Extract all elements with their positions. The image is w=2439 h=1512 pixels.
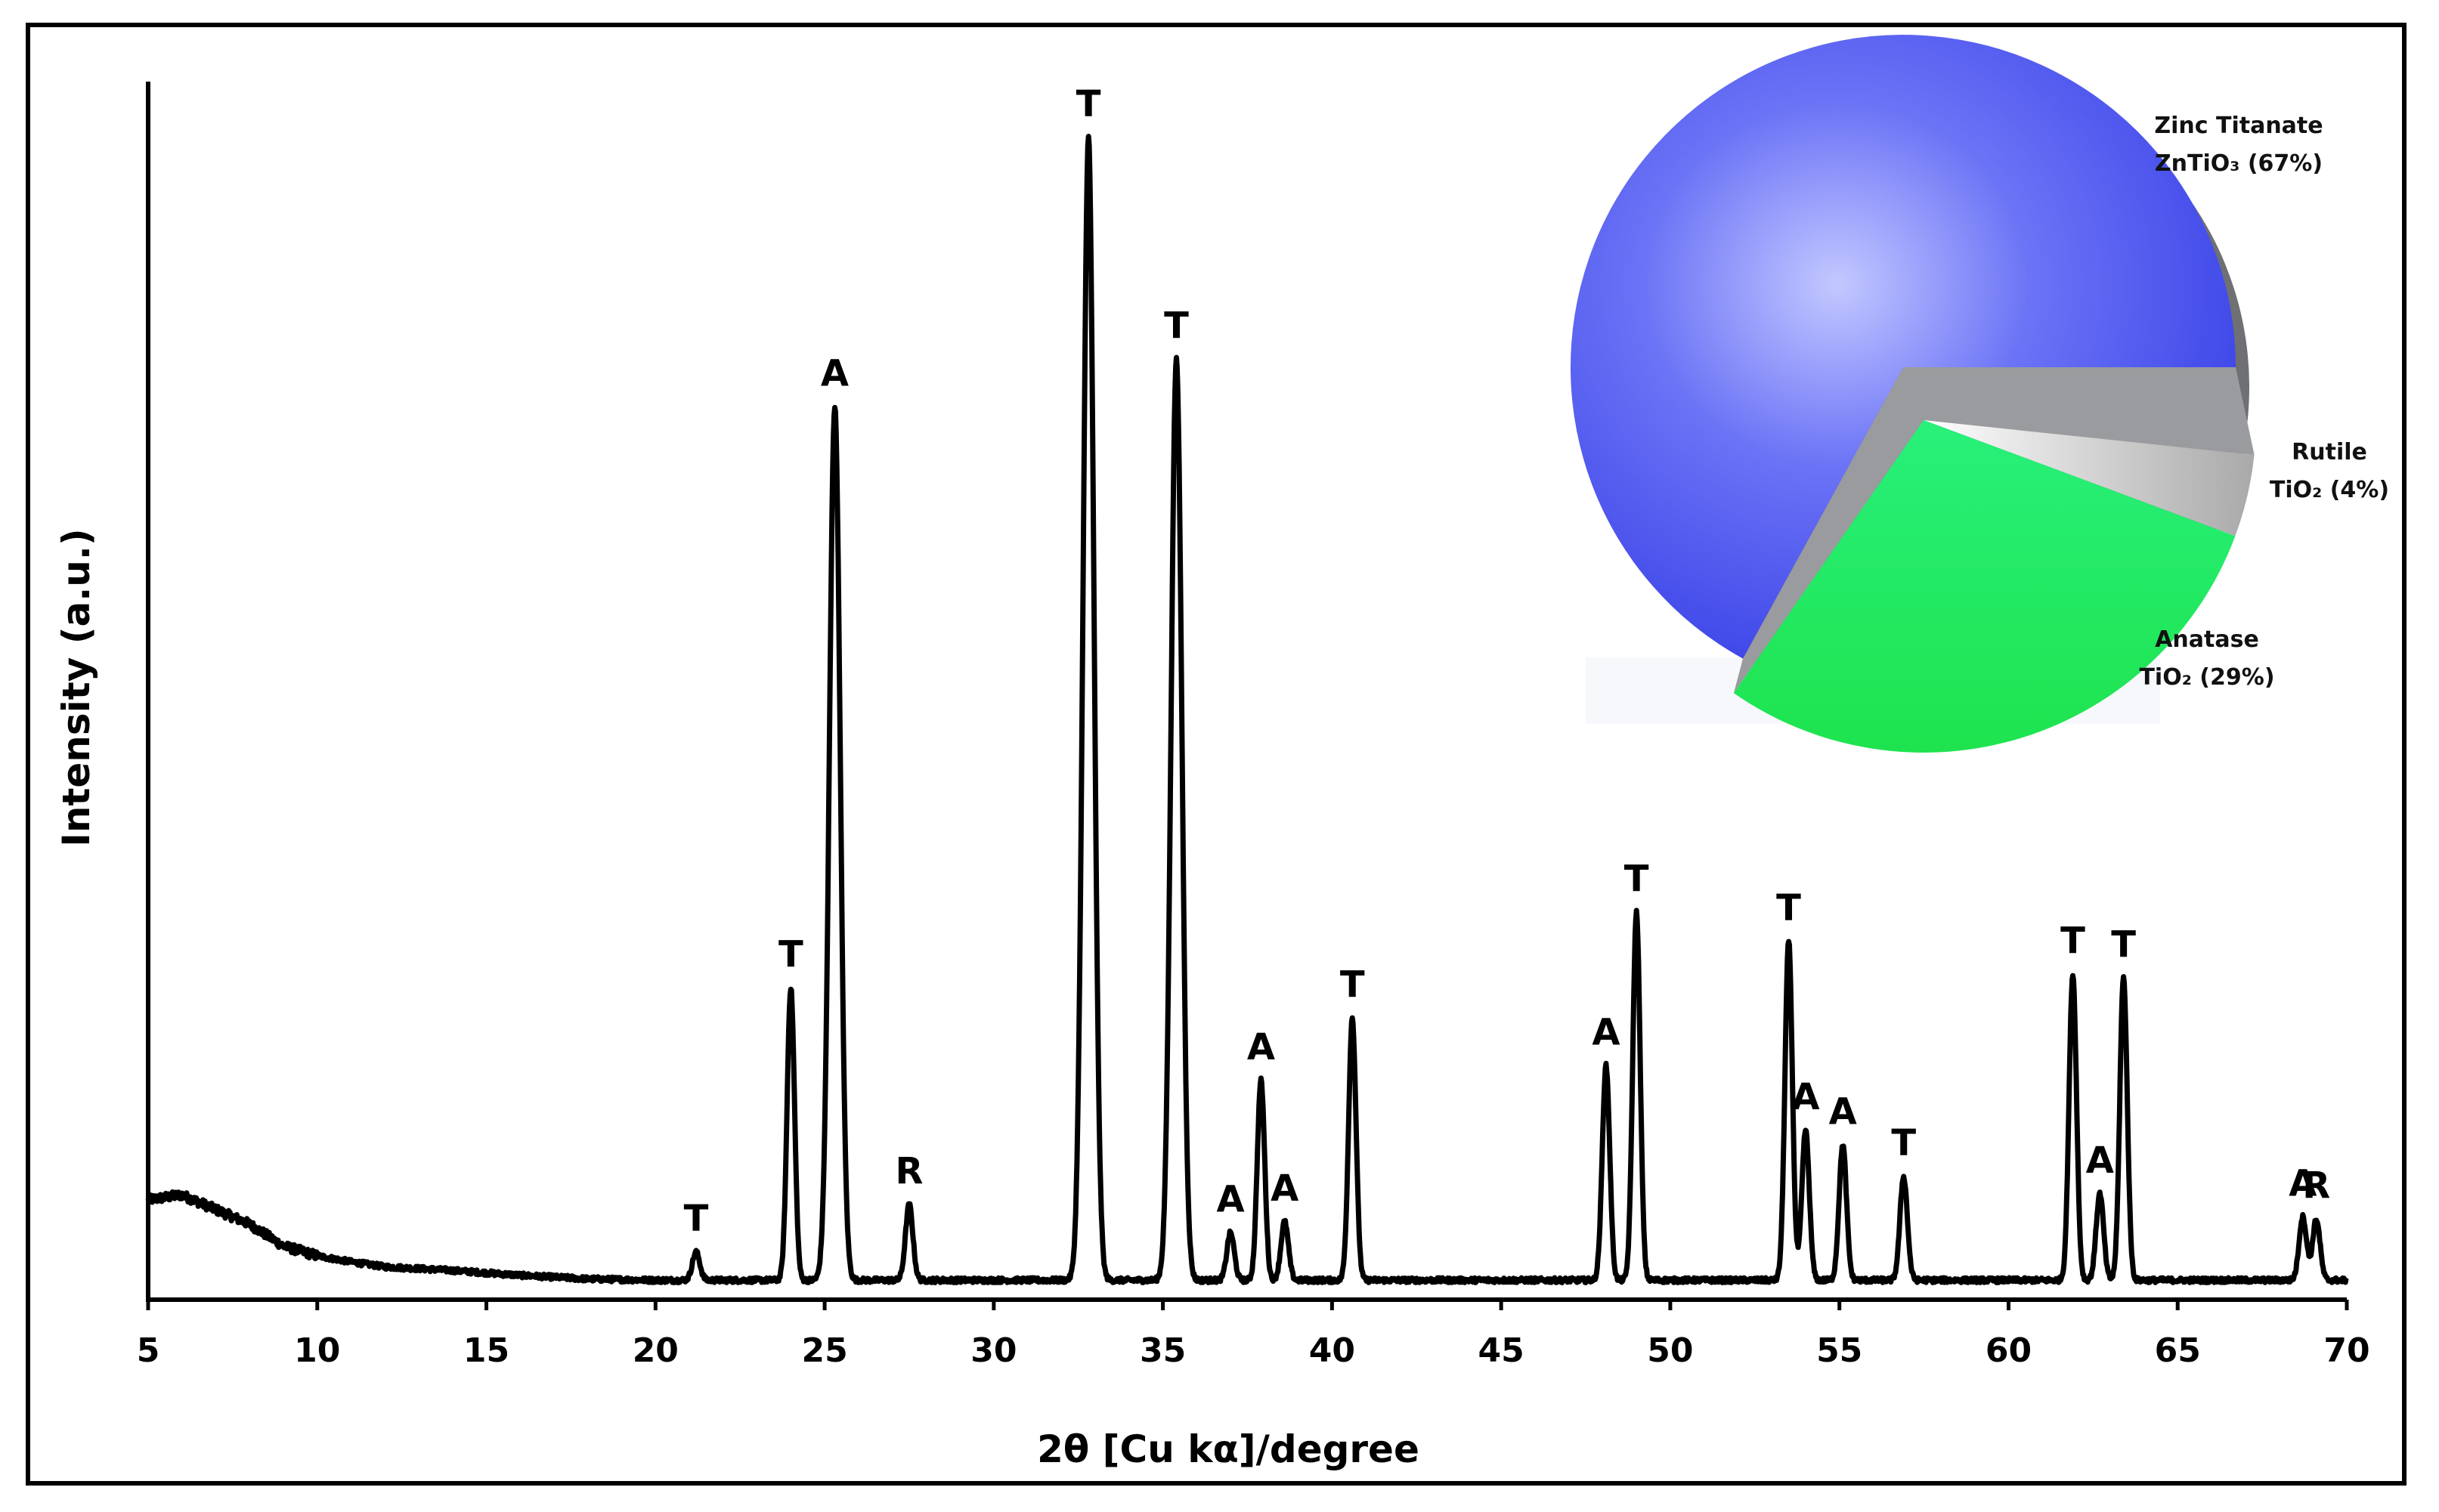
xrd-series-line bbox=[145, 134, 2349, 1285]
peak-label: A bbox=[1592, 1011, 1620, 1053]
peak-label: A bbox=[2086, 1139, 2114, 1182]
peak-label: T bbox=[684, 1198, 709, 1240]
pie-label-anatase-line1: Anatase bbox=[2155, 626, 2259, 653]
peak-label: T bbox=[1891, 1122, 1916, 1164]
x-tick-label: 55 bbox=[1816, 1331, 1862, 1370]
peak-label: A bbox=[1247, 1026, 1275, 1068]
x-axis-tick-labels: 5 10 15 20 25 30 35 40 45 50 55 60 65 70 bbox=[137, 1331, 2370, 1370]
pie-slice-zinc-titanate bbox=[1570, 35, 2236, 659]
x-tick-label: 50 bbox=[1647, 1331, 1693, 1370]
x-tick-label: 30 bbox=[970, 1331, 1017, 1370]
x-tick-label: 35 bbox=[1140, 1331, 1186, 1370]
x-tick-label: 45 bbox=[1478, 1331, 1524, 1370]
peak-label: T bbox=[1624, 858, 1649, 900]
pie-label-rutile-line2: TiO₂ (4%) bbox=[2270, 477, 2389, 503]
peak-label: T bbox=[1076, 83, 1101, 125]
pie-label-zinc-line2: ZnTiO₃ (67%) bbox=[2155, 150, 2323, 177]
peak-label: T bbox=[2060, 920, 2085, 963]
peak-label: T bbox=[2111, 923, 2136, 966]
pie-slice-rutile bbox=[1924, 420, 2255, 536]
peak-label: A bbox=[1217, 1178, 1245, 1220]
peak-label: T bbox=[1164, 305, 1189, 348]
peak-label: A bbox=[1829, 1090, 1857, 1133]
x-tick-label: 40 bbox=[1309, 1331, 1355, 1370]
pie-label-anatase-line2: TiO₂ (29%) bbox=[2139, 664, 2274, 691]
y-axis-title: Intensity (a.u.) bbox=[54, 528, 98, 846]
pie-slice-anatase bbox=[1733, 420, 2236, 753]
chart-frame bbox=[26, 23, 2407, 1486]
peak-label: T bbox=[1776, 887, 1801, 929]
x-tick-label: 10 bbox=[294, 1331, 340, 1370]
peak-label: A bbox=[1791, 1076, 1819, 1118]
x-axis-title: 2θ [Cu kα]/degree bbox=[1037, 1427, 1419, 1471]
x-axis-ticks bbox=[146, 1300, 2349, 1310]
peak-label: A bbox=[2289, 1162, 2317, 1204]
x-tick-label: 25 bbox=[801, 1331, 847, 1370]
pie-label-zinc-line1: Zinc Titanate bbox=[2154, 113, 2323, 139]
pie-connector bbox=[1733, 367, 2255, 694]
pie-label-rutile-line1: Rutile bbox=[2292, 439, 2367, 465]
x-tick-label: 5 bbox=[137, 1331, 160, 1370]
peak-label: R bbox=[2302, 1165, 2330, 1207]
x-tick-label: 15 bbox=[463, 1331, 509, 1370]
xrd-plot: 5 10 15 20 25 30 35 40 45 50 55 60 65 70 TTARTTAAATAT… bbox=[54, 82, 2370, 1471]
x-tick-label: 20 bbox=[633, 1331, 679, 1370]
peak-label: A bbox=[821, 352, 849, 394]
peak-label: T bbox=[778, 933, 803, 976]
x-tick-label: 65 bbox=[2155, 1331, 2201, 1370]
peak-label: T bbox=[1340, 964, 1365, 1006]
phase-composition-pie: Zinc Titanate ZnTiO₃ (67%) Rutile TiO₂ (… bbox=[1570, 35, 2389, 753]
x-tick-label: 70 bbox=[2323, 1331, 2369, 1370]
peak-label: A bbox=[1271, 1167, 1298, 1210]
peak-label: R bbox=[895, 1150, 923, 1192]
x-tick-label: 60 bbox=[1986, 1331, 2032, 1370]
